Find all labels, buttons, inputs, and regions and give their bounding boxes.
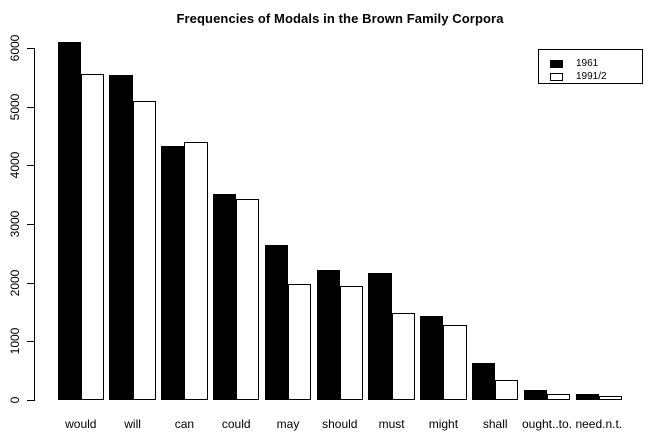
y-tick-label-3000: 3000	[8, 210, 22, 238]
legend: 1961 1991/2	[538, 49, 643, 84]
bar-would-1961	[57, 42, 81, 400]
bar-can-1961	[161, 145, 185, 400]
legend-item-1991-2: 1991/2	[550, 71, 642, 82]
bar-should-1991-2	[339, 286, 364, 400]
bar-must-1961	[368, 272, 392, 400]
legend-label-1961: 1961	[576, 57, 599, 69]
x-label-might: might	[428, 417, 459, 431]
y-tick-4000	[27, 165, 35, 167]
bar-can-1991-2	[184, 142, 208, 400]
x-label-may: may	[276, 417, 300, 431]
y-tick-1000	[27, 341, 35, 343]
y-tick-label-1000: 1000	[8, 327, 22, 355]
y-tick-2000	[27, 282, 35, 284]
bar-might-1991-2	[443, 324, 467, 400]
chart-title: Frequencies of Modals in the Brown Famil…	[176, 11, 504, 26]
x-label-need-n-t: need.n.t.	[575, 417, 623, 431]
bar-must-1991-2	[391, 312, 415, 400]
bar-may-1991-2	[288, 284, 312, 400]
y-tick-0	[27, 400, 35, 401]
x-label-can: can	[174, 417, 195, 431]
y-tick-label-5000: 5000	[8, 93, 22, 120]
legend-swatch-1961	[550, 59, 563, 68]
bar-shall-1961	[471, 363, 496, 400]
bar-need-n-t-1991-2	[598, 395, 623, 400]
y-tick-label-4000: 4000	[8, 151, 22, 179]
bar-need-n-t-1961	[575, 393, 599, 400]
bar-might-1961	[420, 315, 444, 400]
x-label-shall: shall	[482, 417, 508, 431]
legend-swatch-1991-2	[550, 72, 563, 81]
bar-ought-to-1961	[523, 389, 547, 400]
x-label-must: must	[378, 417, 405, 431]
bar-could-1991-2	[236, 198, 260, 400]
y-tick-3000	[27, 223, 35, 225]
bar-will-1961	[109, 75, 133, 400]
y-tick-label-2000: 2000	[8, 269, 22, 296]
y-tick-label-6000: 6000	[8, 34, 22, 62]
bar-shall-1991-2	[495, 380, 519, 400]
y-tick-label-0: 0	[8, 396, 22, 404]
bar-should-1961	[316, 269, 340, 400]
bar-could-1961	[212, 194, 237, 400]
bar-would-1991-2	[80, 73, 105, 400]
x-label-would: would	[65, 417, 97, 431]
x-label-should: should	[322, 417, 358, 431]
legend-label-1991-2: 1991/2	[576, 70, 607, 82]
bar-ought-to-1991-2	[547, 393, 571, 400]
x-label-ought-to: ought..to.	[521, 417, 573, 431]
bar-will-1991-2	[132, 100, 156, 400]
y-tick-6000	[27, 47, 35, 49]
legend-item-1961: 1961	[550, 58, 642, 69]
x-label-could: could	[221, 417, 251, 431]
x-label-will: will	[124, 417, 141, 431]
y-tick-5000	[27, 106, 35, 108]
bar-may-1961	[264, 244, 288, 400]
